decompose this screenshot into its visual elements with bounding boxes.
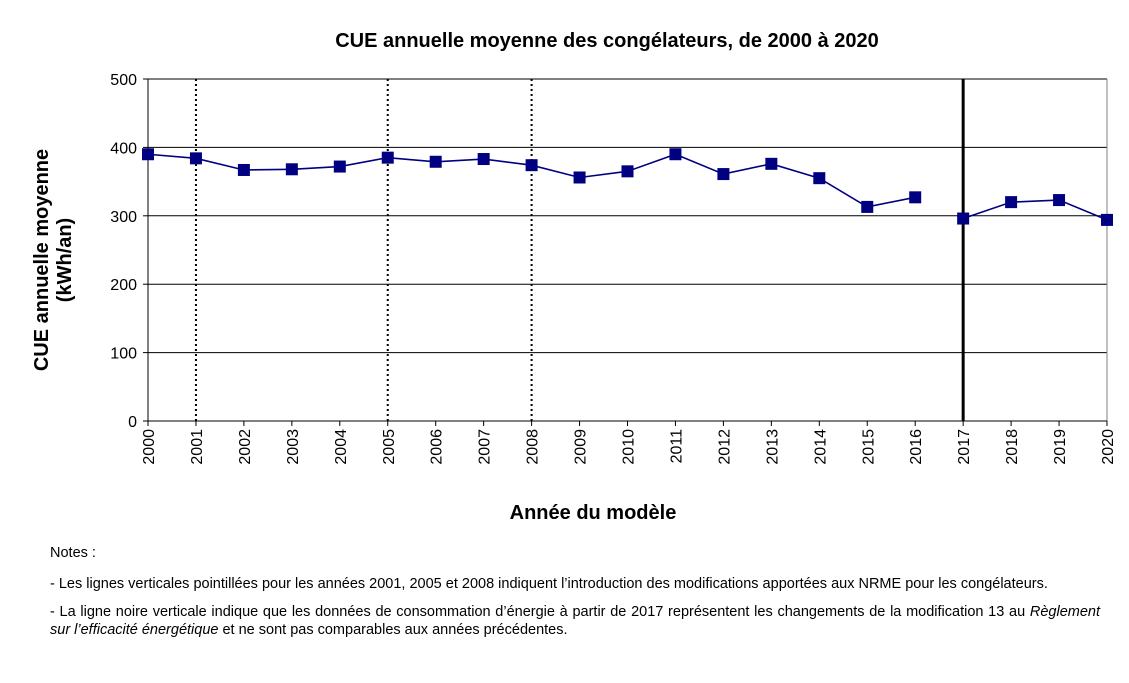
y-tick-label-400: 400 [110,140,137,157]
x-tick-label-2006: 2006 [429,429,446,465]
y-tick-label-200: 200 [110,277,137,294]
x-tick-label-2014: 2014 [812,429,829,465]
x-tick-label-2011: 2011 [668,429,685,464]
data-point-2015 [861,200,874,213]
x-tick-label-2015: 2015 [860,429,877,465]
series-line-segment-2 [962,199,1108,221]
data-point-2014 [813,172,826,185]
y-tick-label-300: 300 [110,209,137,226]
data-point-2002 [237,163,250,176]
note-solid-line-text-2: et ne sont pas comparables aux années pr… [218,622,568,638]
x-tick-label-2019: 2019 [1052,429,1069,465]
x-tick-label-2008: 2008 [525,429,542,465]
note-solid-line: - La ligne noire verticale indique que l… [50,603,1100,639]
data-point-2009 [573,171,586,184]
data-point-2000 [142,148,154,161]
notes: Notes : - Les lignes verticales pointill… [50,544,1100,639]
y-axis-title-line1: CUE annuelle moyenne [31,149,53,371]
y-tick-label-0: 0 [128,414,137,431]
data-point-2005 [381,151,394,164]
x-tick-label-2001: 2001 [189,429,206,465]
x-tick-label-2010: 2010 [621,429,638,465]
data-point-2012 [717,168,730,181]
x-tick-label-2002: 2002 [237,429,254,465]
x-tick-label-2016: 2016 [908,429,925,465]
data-point-2003 [285,163,298,176]
data-point-2011 [669,148,682,161]
data-point-2004 [333,160,346,173]
y-axis-title: CUE annuelle moyenne (kWh/an) [31,149,76,371]
plot-area: 0 100 200 300 400 500 2000 2001 2002 2003 2004 2005… [110,72,1117,465]
line-chart: CUE annuelle moyenne des congélateurs, d… [31,30,1117,524]
data-point-2001 [189,152,202,165]
data-point-2019 [1053,194,1066,207]
x-tick-label-2007: 2007 [477,429,494,465]
x-tick-label-2004: 2004 [333,429,350,465]
x-axis-title: Année du modèle [510,502,677,524]
data-point-2006 [429,155,442,168]
note-regulation-name: Règlement sur l’efficacité énergétique [50,604,1100,638]
chart-title: CUE annuelle moyenne des congélateurs, d… [335,30,879,52]
data-point-2020 [1101,213,1113,226]
x-tick-label-2005: 2005 [381,429,398,465]
x-tick-label-2017: 2017 [956,429,973,465]
data-point-2010 [621,165,634,178]
x-tick-label-2012: 2012 [716,429,733,465]
y-axis-title-line2: (kWh/an) [54,218,76,302]
data-point-2013 [765,157,778,170]
data-point-2016 [909,191,922,204]
note-dotted-lines: - Les lignes verticales pointillées pour… [50,576,1048,592]
x-tick-label-2013: 2013 [764,429,781,465]
x-tick-label-2000: 2000 [141,429,158,465]
data-point-2007 [477,153,490,166]
y-tick-label-100: 100 [110,346,137,363]
data-point-2017 [957,212,970,225]
note-solid-line-text-1: - La ligne noire verticale indique que l… [50,604,1030,620]
x-tick-label-2009: 2009 [573,429,590,465]
x-tick-label-2018: 2018 [1004,429,1021,465]
y-tick-label-500: 500 [110,72,137,89]
data-point-2008 [525,159,538,172]
plot-background [148,79,1107,421]
x-tick-label-2020: 2020 [1100,429,1117,465]
data-point-2018 [1005,196,1018,209]
x-tick-label-2003: 2003 [285,429,302,465]
notes-title: Notes : [50,545,96,561]
